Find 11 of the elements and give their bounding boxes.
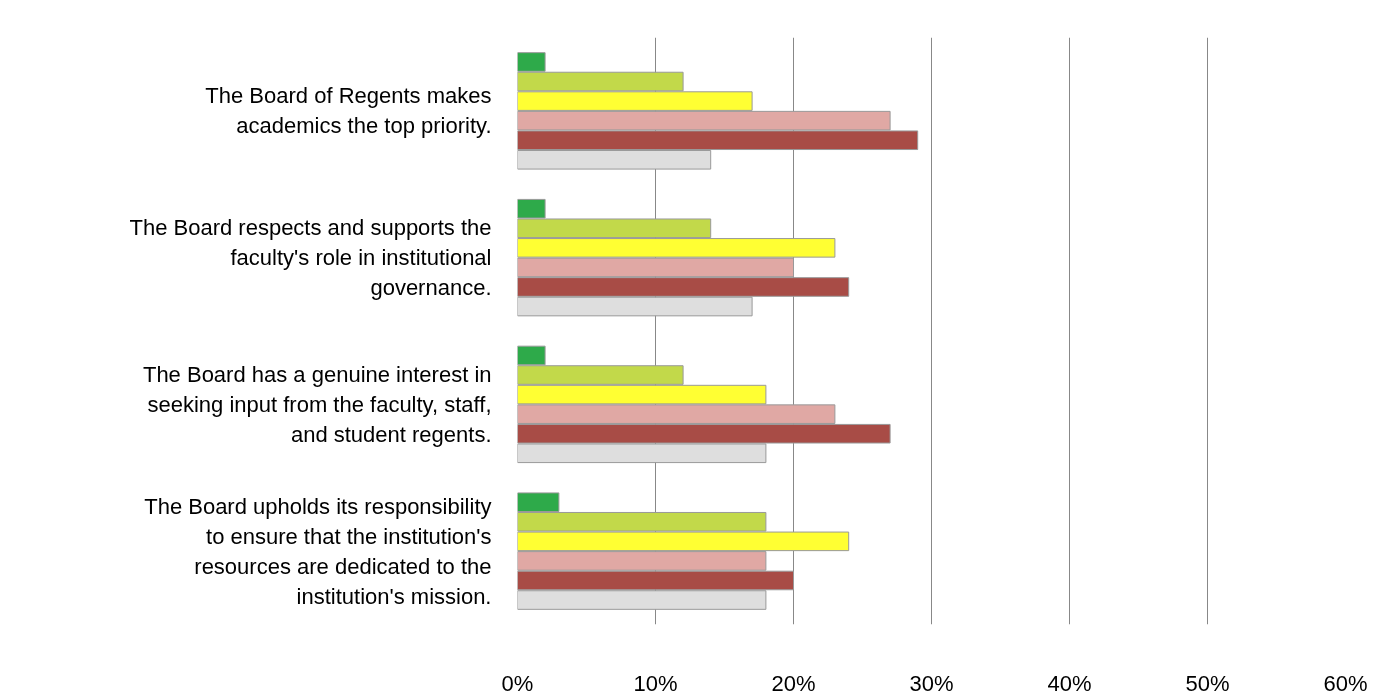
x-tick-label: 60% — [1323, 670, 1368, 696]
x-tick-label: 50% — [1185, 670, 1230, 696]
y-tick-label: The Board respects and supports the faculty's role in institutional governance. — [129, 215, 492, 301]
y-tick-label: The Board upholds its responsibility to ensure that the institution's resources are dedicated to the institution's mission. — [144, 493, 492, 609]
y-tick-label: The Board of Regents makes academics the top priority. — [205, 83, 492, 139]
x-tick-label: 20% — [771, 670, 816, 696]
x-tick-label: 10% — [633, 670, 678, 696]
x-tick-label: 30% — [909, 670, 954, 696]
x-tick-label: 40% — [1047, 670, 1092, 696]
x-tick-label: 0% — [501, 670, 534, 696]
y-tick-label: The Board has a genuine interest in seeking input from the faculty, staff, and student regents. — [142, 361, 492, 447]
